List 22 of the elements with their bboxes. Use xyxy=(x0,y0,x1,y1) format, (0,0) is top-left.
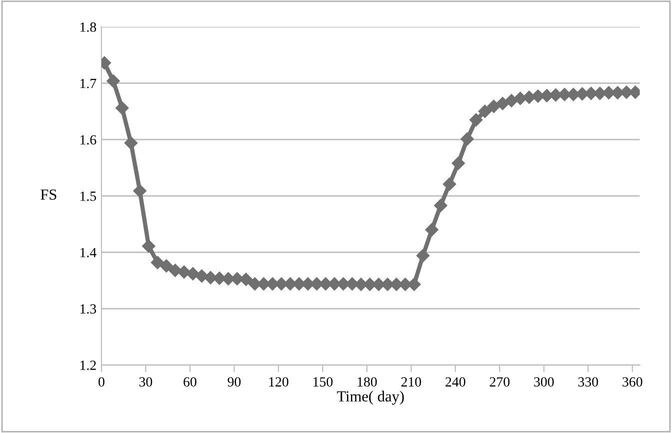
x-tick-label: 60 xyxy=(184,377,196,387)
x-tick-label: 330 xyxy=(578,377,598,387)
y-tick-label: 1.8 xyxy=(80,22,96,32)
x-tick-label: 180 xyxy=(358,377,377,387)
y-axis-title: FS xyxy=(40,189,56,200)
x-tick-label: 30 xyxy=(139,377,152,387)
x-tick-label: 90 xyxy=(228,377,241,387)
x-tick-label: 0 xyxy=(98,377,104,387)
y-tick-label: 1.5 xyxy=(80,192,96,201)
x-tick-label: 360 xyxy=(622,377,642,387)
y-tick-label: 1.4 xyxy=(80,248,96,258)
x-tick-label: 270 xyxy=(490,377,510,387)
x-tick-label: 240 xyxy=(446,377,466,387)
y-tick-label: 1.3 xyxy=(80,304,96,314)
x-tick-label: 210 xyxy=(401,377,422,387)
x-tick-label: 120 xyxy=(269,377,288,387)
x-axis-title: Time( day) xyxy=(337,390,404,405)
y-tick-label: 1.7 xyxy=(80,78,96,88)
x-tick-label: 150 xyxy=(313,377,333,387)
y-tick-label: 1.6 xyxy=(80,135,96,145)
x-tick-label: 300 xyxy=(534,377,554,387)
y-tick-label: 1.2 xyxy=(80,360,96,370)
